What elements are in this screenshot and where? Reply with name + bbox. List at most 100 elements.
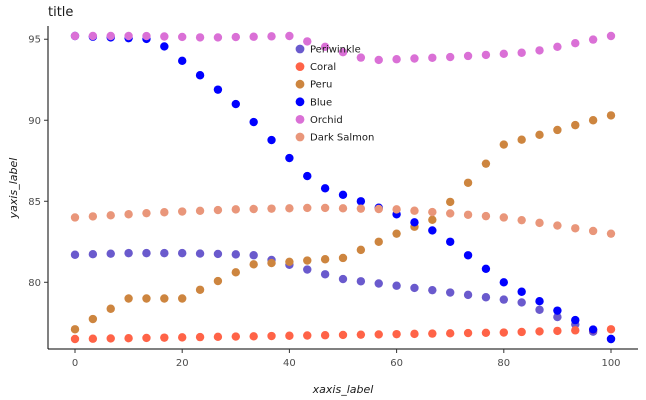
x-tick-label: 40 (283, 358, 296, 369)
peru-point (106, 304, 115, 313)
peru-point (70, 325, 80, 334)
peru-point (303, 256, 312, 265)
coral-point (535, 327, 544, 336)
periwinkle-point (70, 250, 80, 259)
x-axis-label: xaxis_label (312, 383, 374, 396)
blue-point (481, 264, 491, 273)
coral-point (428, 329, 437, 338)
dark-salmon-point (499, 213, 508, 222)
series-coral (70, 325, 616, 344)
orchid-point (160, 32, 169, 41)
periwinkle-point (320, 270, 330, 279)
periwinkle-point (446, 288, 455, 297)
periwinkle-point (356, 277, 366, 286)
peru-point (535, 130, 544, 140)
periwinkle-point (535, 305, 544, 314)
peru-point (517, 135, 526, 144)
coral-point (606, 325, 616, 334)
orchid-point (124, 31, 133, 41)
coral-point (178, 333, 187, 342)
legend: Periwinkle Coral Peru Blue Orchid Dark Salmon (295, 45, 374, 144)
dark-salmon-point (356, 204, 366, 213)
blue-point (320, 184, 330, 193)
peru-point (606, 111, 616, 120)
legend-label-peru: Peru (310, 80, 332, 91)
periwinkle-point (428, 285, 437, 295)
y-tick-label: 80 (28, 278, 41, 289)
orchid-point (213, 33, 223, 42)
dark-salmon-point (160, 208, 169, 217)
series-peru (70, 111, 616, 334)
peru-point (213, 276, 223, 286)
periwinkle-point (106, 249, 115, 258)
legend-marker-dark-salmon (295, 132, 305, 142)
blue-point (606, 334, 616, 344)
orchid-point (303, 37, 312, 46)
orchid-point (320, 42, 330, 51)
peru-point (338, 253, 348, 263)
peru-point (571, 120, 580, 130)
coral-point (517, 327, 526, 337)
legend-label-coral: Coral (310, 62, 336, 73)
peru-point (588, 116, 598, 125)
blue-point (535, 296, 544, 306)
dark-salmon-point (374, 204, 383, 214)
orchid-point (481, 50, 491, 60)
orchid-point (499, 49, 508, 59)
dark-salmon-point (124, 210, 133, 219)
periwinkle-point (195, 249, 205, 258)
dark-salmon-point (553, 221, 562, 230)
peru-point (356, 245, 366, 255)
x-tick-label: 0 (72, 358, 78, 369)
periwinkle-point (249, 251, 258, 260)
dark-salmon-point (195, 206, 205, 216)
dark-salmon-point (410, 206, 419, 215)
orchid-point (428, 53, 437, 62)
dark-salmon-point (588, 226, 598, 236)
dark-salmon-point (70, 213, 80, 222)
blue-point (303, 171, 312, 181)
orchid-point (588, 35, 598, 44)
legend-marker-coral (295, 62, 305, 71)
plot-area (48, 26, 638, 349)
legend-marker-blue (295, 97, 305, 107)
periwinkle-point (124, 248, 133, 258)
periwinkle-point (338, 274, 348, 284)
orchid-point (338, 48, 348, 57)
dark-salmon-point (571, 224, 580, 233)
dark-salmon-point (88, 212, 98, 221)
periwinkle-point (463, 290, 473, 300)
dark-salmon-point (517, 215, 526, 225)
orchid-point (142, 31, 151, 41)
orchid-point (553, 42, 562, 51)
orchid-point (195, 33, 205, 42)
coral-point (392, 329, 401, 339)
series-orchid (70, 31, 616, 65)
x-tick-label: 20 (176, 358, 189, 369)
blue-point (428, 226, 437, 235)
periwinkle-point (178, 248, 187, 258)
orchid-point (249, 32, 258, 41)
y-tick-label: 90 (28, 116, 41, 127)
coral-point (320, 331, 330, 340)
dark-salmon-point (285, 204, 294, 213)
blue-point (338, 190, 348, 199)
peru-point (553, 125, 562, 135)
coral-point (267, 331, 276, 341)
coral-point (499, 328, 508, 337)
dark-salmon-point (535, 218, 544, 228)
dark-salmon-point (338, 204, 348, 213)
periwinkle-point (303, 265, 312, 274)
coral-point (88, 334, 98, 343)
blue-point (588, 325, 598, 334)
periwinkle-point (499, 295, 508, 304)
legend-label-periwinkle: Periwinkle (310, 45, 361, 56)
peru-point (178, 294, 187, 303)
coral-point (356, 330, 366, 339)
blue-point (499, 278, 508, 287)
dark-salmon-point (606, 229, 616, 238)
coral-point (338, 330, 348, 340)
dark-salmon-point (428, 207, 437, 217)
y-axis-label: yaxis_label (7, 158, 20, 220)
legend-marker-peru (295, 79, 305, 89)
